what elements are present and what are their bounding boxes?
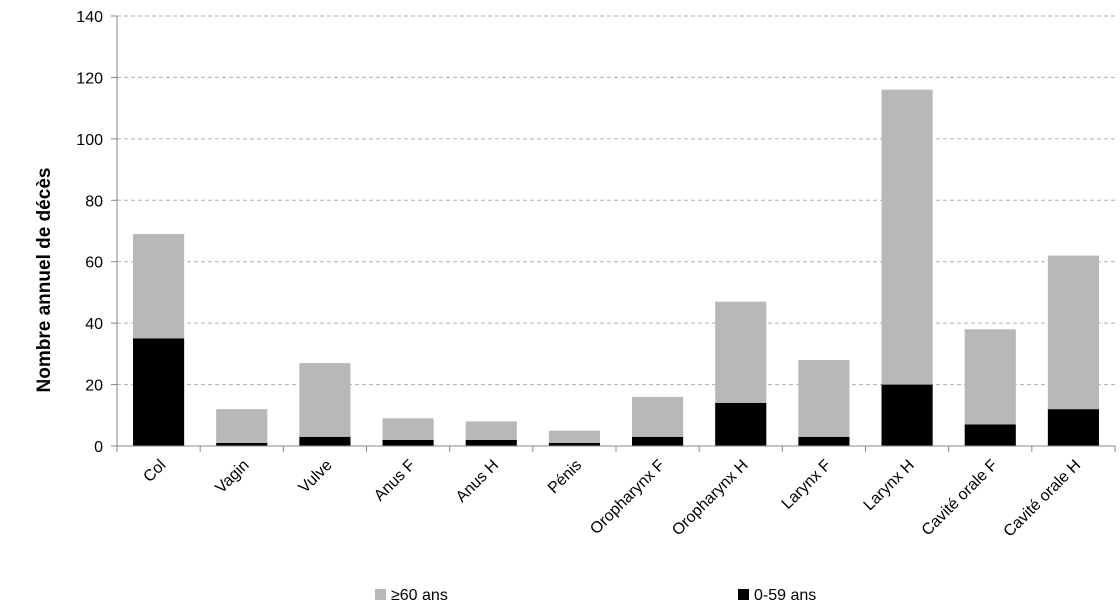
y-tick-label: 60 — [85, 255, 103, 272]
bar-segment-age-60-plus — [216, 409, 268, 443]
x-tick-label: Larynx H — [861, 457, 918, 514]
bar-segment-age-60-plus — [133, 234, 185, 339]
axes — [111, 15, 1116, 452]
bar-segment-age-60-plus — [299, 363, 351, 437]
y-tick-label: 20 — [85, 378, 103, 395]
bar-segment-age-0-59 — [632, 436, 684, 446]
x-tick-label: Cavité orale F — [919, 457, 1002, 540]
bar-segment-age-0-59 — [299, 436, 351, 446]
x-tick-label: Anus F — [371, 457, 419, 505]
bar-segment-age-60-plus — [382, 418, 434, 440]
y-tick-label: 0 — [94, 439, 103, 456]
x-tick-label: Cavité orale H — [1001, 457, 1085, 541]
x-tick-label: Larynx F — [779, 457, 835, 513]
legend-label: ≥60 ans — [391, 587, 448, 604]
bar-segment-age-60-plus — [548, 430, 600, 443]
bar-segment-age-60-plus — [881, 89, 933, 385]
bar-segment-age-0-59 — [1047, 409, 1099, 446]
legend-swatch — [738, 589, 749, 600]
bar-segment-age-0-59 — [382, 439, 434, 446]
y-tick-label: 140 — [76, 9, 103, 26]
bar-segment-age-0-59 — [798, 436, 850, 446]
x-tick-label: Oropharynx F — [587, 457, 668, 538]
bar-segment-age-60-plus — [465, 421, 517, 440]
x-tick-label: Col — [140, 457, 169, 486]
bar-segment-age-60-plus — [964, 329, 1016, 425]
bar-segment-age-0-59 — [881, 384, 933, 446]
bar-segment-age-0-59 — [133, 338, 185, 446]
y-tick-label: 120 — [76, 70, 103, 87]
legend: ≥60 ans 0-59 ans — [375, 587, 816, 604]
legend-swatch — [375, 589, 386, 600]
bar-segment-age-60-plus — [632, 396, 684, 437]
bars — [133, 89, 1099, 446]
x-tick-label: Pénis — [545, 457, 585, 497]
bar-segment-age-0-59 — [715, 403, 767, 446]
x-tick-label: Vagin — [212, 457, 252, 497]
legend-item: ≥60 ans — [375, 587, 448, 604]
y-tick-label: 100 — [76, 132, 103, 149]
labels: 0 20 40 60 80 100 120 140 Col Vagin Vulve Anus F Anu… — [76, 9, 1084, 541]
bar-segment-age-0-59 — [548, 442, 600, 446]
x-tick-label: Vulve — [296, 457, 336, 497]
bar-segment-age-60-plus — [798, 360, 850, 437]
legend-item: 0-59 ans — [738, 587, 816, 604]
bar-segment-age-0-59 — [465, 439, 517, 446]
x-tick-label: Oropharynx H — [669, 457, 751, 539]
bar-segment-age-60-plus — [1047, 255, 1099, 410]
bar-segment-age-0-59 — [964, 424, 1016, 446]
y-tick-label: 80 — [85, 193, 103, 210]
y-tick-label: 40 — [85, 316, 103, 333]
y-axis-title: Nombre annuel de décès — [34, 168, 55, 393]
bar-segment-age-0-59 — [216, 442, 268, 446]
x-tick-label: Anus H — [453, 457, 502, 506]
legend-label: 0-59 ans — [754, 587, 816, 604]
gridlines — [117, 15, 1115, 386]
bar-segment-age-60-plus — [715, 301, 767, 403]
